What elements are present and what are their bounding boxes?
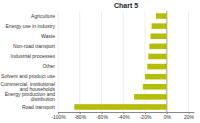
x-tick: -80% xyxy=(74,112,86,120)
x-tick: -100% xyxy=(51,112,66,120)
x-tick-label: 0% xyxy=(164,114,172,120)
y-tick: Other xyxy=(42,63,55,69)
x-tick-label: -60% xyxy=(96,114,108,120)
y-tick: Non-road transport xyxy=(13,43,56,49)
bar xyxy=(156,13,167,19)
y-tick-label-line: Road transport xyxy=(22,104,56,110)
grid xyxy=(58,11,189,112)
y-tick-label-line: Energy use in industry xyxy=(6,23,56,29)
bar xyxy=(147,64,167,70)
bars xyxy=(74,13,166,109)
grid-line xyxy=(101,11,102,112)
y-tick-label: Commercial, institutionaland households xyxy=(1,81,56,92)
bar xyxy=(152,23,167,29)
grid-line xyxy=(123,11,124,112)
grid-line xyxy=(188,11,189,112)
y-tick-label-line: Solvent and product use xyxy=(1,73,55,79)
y-tick-label: Road transport xyxy=(22,104,56,110)
y-tick: Agriculture xyxy=(31,13,55,19)
bar xyxy=(134,94,167,100)
chart-container: Road transport Energy production anddistr… xyxy=(0,0,200,123)
y-tick-label: Non-road transport xyxy=(13,43,56,49)
y-tick-label: Solvent and product use xyxy=(1,73,55,79)
y-tick-label: Other xyxy=(42,63,55,69)
x-tick: 20% xyxy=(184,112,195,120)
y-tick-label-line: and households xyxy=(20,86,56,92)
x-tick-label: -40% xyxy=(118,114,130,120)
y-tick: Waste xyxy=(41,33,55,39)
bar xyxy=(143,84,167,90)
x-tick: -20% xyxy=(140,112,152,120)
bar xyxy=(150,33,166,39)
y-tick-label-line: distribution xyxy=(31,96,55,102)
y-tick-label: Energy production anddistribution xyxy=(5,91,56,102)
x-tick-label: 20% xyxy=(184,114,195,120)
y-tick: Energy production anddistribution xyxy=(5,91,56,102)
y-tick-label: Industrial processes xyxy=(11,53,56,59)
x-tick-label: -100% xyxy=(51,114,66,120)
y-tick: Commercial, institutionaland households xyxy=(1,81,56,92)
x-tick: -40% xyxy=(118,112,130,120)
y-tick: Energy use in industry xyxy=(6,23,56,29)
y-axis: Road transport Energy production anddistr… xyxy=(1,13,56,110)
y-tick-label: Waste xyxy=(41,33,55,39)
y-tick-label-line: Waste xyxy=(41,33,55,39)
bar xyxy=(149,44,166,50)
x-tick-label: -20% xyxy=(140,114,152,120)
x-tick-label: -80% xyxy=(74,114,86,120)
title: Chart 5 xyxy=(114,2,138,9)
y-tick-label-line: Non-road transport xyxy=(13,43,56,49)
grid-line xyxy=(58,11,59,112)
chart-svg: Road transport Energy production anddistr… xyxy=(0,0,200,123)
grid-line xyxy=(79,11,80,112)
bar xyxy=(145,74,167,80)
y-tick-label-line: Agriculture xyxy=(31,13,55,19)
x-tick: 0% xyxy=(164,112,172,120)
x-axis: -100% -80% -60% -40% -20% 0% 20% xyxy=(51,112,194,120)
y-tick: Solvent and product use xyxy=(1,73,55,79)
y-tick: Industrial processes xyxy=(11,53,56,59)
bar xyxy=(74,104,166,110)
y-tick: Road transport xyxy=(22,104,56,110)
x-tick: -60% xyxy=(96,112,108,120)
x-axis-line xyxy=(59,112,195,113)
bar xyxy=(148,54,166,60)
y-tick-label-line: Other xyxy=(42,63,55,69)
y-tick-label-line: Industrial processes xyxy=(11,53,56,59)
y-tick-label: Agriculture xyxy=(31,13,55,19)
y-tick-label: Energy use in industry xyxy=(6,23,56,29)
